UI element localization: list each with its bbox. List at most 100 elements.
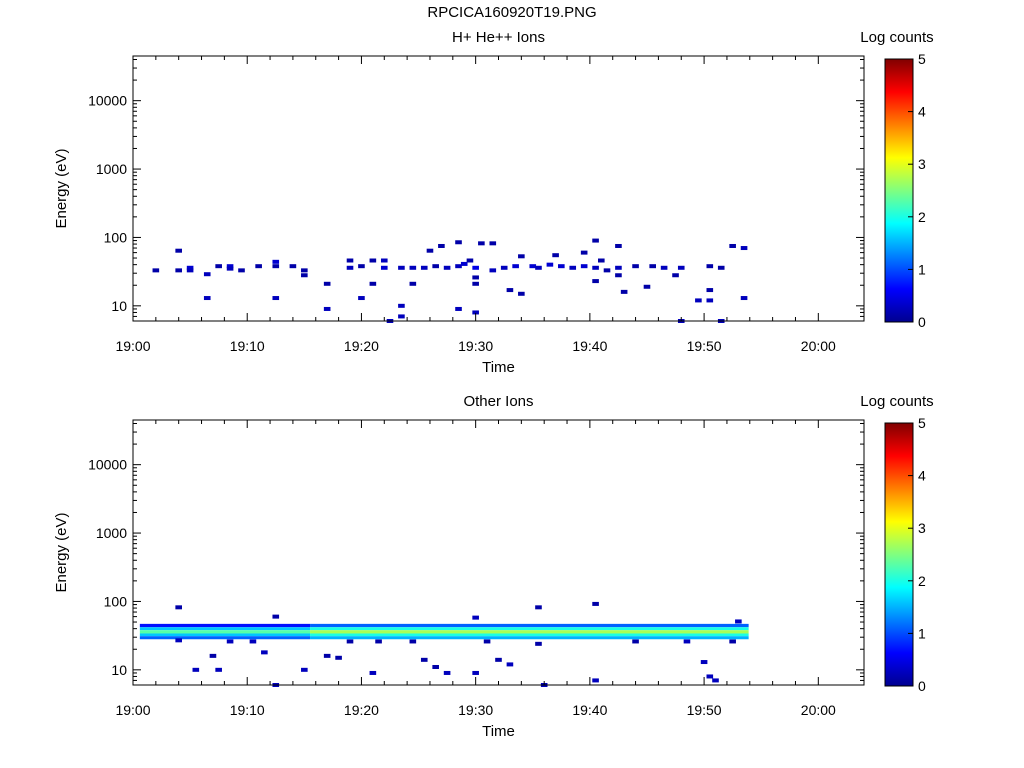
data-cell	[380, 265, 388, 270]
data-cell	[272, 614, 280, 619]
data-cell	[706, 674, 714, 679]
band-segment	[139, 627, 311, 631]
data-cell	[706, 264, 714, 269]
data-cell	[409, 281, 417, 286]
data-cell	[289, 264, 297, 269]
x-tick-label: 19:10	[230, 338, 265, 354]
data-cell	[261, 650, 268, 655]
plot-area	[133, 420, 864, 685]
data-cell	[438, 243, 445, 248]
data-cell	[489, 241, 497, 246]
y-tick-label: 100	[104, 593, 128, 609]
data-cell	[569, 265, 577, 270]
colorbar-tick-label: 1	[918, 625, 926, 641]
data-cell	[175, 638, 182, 643]
data-cell	[398, 314, 405, 319]
data-cell	[186, 265, 194, 270]
band-segment	[310, 630, 749, 634]
data-cell	[649, 264, 656, 269]
data-cell	[466, 258, 474, 263]
data-cell	[672, 273, 679, 278]
plot-area	[133, 56, 864, 321]
x-tick-label: 19:40	[572, 702, 607, 718]
data-cell	[717, 265, 725, 270]
panel-title: H+ He++ Ions	[452, 29, 545, 46]
data-cell	[483, 639, 491, 644]
data-cell	[226, 264, 234, 269]
x-tick-label: 19:30	[458, 702, 493, 718]
colorbar	[884, 58, 914, 323]
data-cell	[712, 678, 719, 683]
colorbar-tick-label: 0	[918, 678, 926, 694]
data-cell	[358, 264, 365, 269]
band-segment	[139, 623, 311, 628]
colorbar-label: Log counts	[860, 29, 933, 46]
data-cell	[186, 268, 194, 273]
x-tick-label: 19:10	[230, 702, 265, 718]
data-cell	[740, 246, 748, 251]
y-axis-label: Energy (eV)	[53, 148, 70, 228]
colorbar-tick-label: 2	[918, 573, 926, 589]
band-segment	[139, 636, 311, 640]
panel-other-ions: 19:00 19:10 19:20 19:30 19:40 19:50 20:0010100…	[53, 393, 934, 740]
data-cell	[323, 281, 331, 286]
data-cell	[249, 639, 257, 644]
data-cell	[643, 284, 651, 289]
data-cell	[472, 310, 479, 315]
data-cell	[740, 296, 748, 301]
data-cell	[226, 639, 234, 644]
data-cell	[203, 296, 211, 301]
data-cell	[552, 253, 559, 258]
data-cell	[580, 264, 588, 269]
band-segment	[139, 633, 311, 637]
data-cell	[426, 248, 434, 253]
data-cell	[398, 265, 405, 270]
x-tick-label: 19:20	[344, 702, 379, 718]
colorbar-tick-label: 3	[918, 520, 926, 536]
data-cell	[632, 264, 639, 269]
data-cell	[592, 238, 599, 243]
colorbar-tick-label: 4	[918, 468, 926, 484]
data-cell	[301, 667, 308, 672]
y-tick-label: 10	[111, 298, 127, 314]
data-cell	[301, 268, 308, 273]
data-cell	[455, 264, 462, 269]
data-cell	[375, 639, 382, 644]
data-cell	[369, 281, 377, 286]
y-tick-label: 100	[104, 229, 128, 245]
x-tick-label: 19:50	[687, 338, 722, 354]
y-tick-label: 1000	[96, 161, 127, 177]
data-cell	[506, 288, 514, 293]
data-cell	[615, 273, 622, 278]
data-cell	[512, 264, 519, 269]
data-cell	[695, 298, 702, 303]
band-segment	[310, 636, 749, 640]
data-cell	[603, 268, 611, 273]
band-segment	[310, 633, 749, 637]
data-cell	[358, 296, 365, 301]
data-cell	[346, 639, 354, 644]
data-cell	[192, 667, 200, 672]
data-cell	[729, 243, 736, 248]
x-tick-label: 19:20	[344, 338, 379, 354]
data-cell	[535, 641, 542, 646]
x-tick-label: 19:00	[115, 702, 150, 718]
colorbar-tick-label: 0	[918, 314, 926, 330]
data-cell	[420, 657, 428, 662]
x-tick-label: 20:00	[801, 338, 836, 354]
band-segment	[310, 623, 749, 628]
y-tick-label: 10000	[88, 93, 127, 109]
data-cell	[632, 639, 639, 644]
data-cell	[472, 670, 479, 675]
data-cell	[677, 265, 685, 270]
colorbar-tick-label: 3	[918, 156, 926, 172]
data-cell	[620, 289, 628, 294]
colorbar	[884, 422, 914, 687]
data-cell	[369, 670, 377, 675]
data-cell	[175, 605, 182, 610]
data-cell	[323, 306, 331, 311]
data-cell	[380, 258, 388, 263]
data-cell	[346, 265, 354, 270]
data-cell	[323, 653, 331, 658]
